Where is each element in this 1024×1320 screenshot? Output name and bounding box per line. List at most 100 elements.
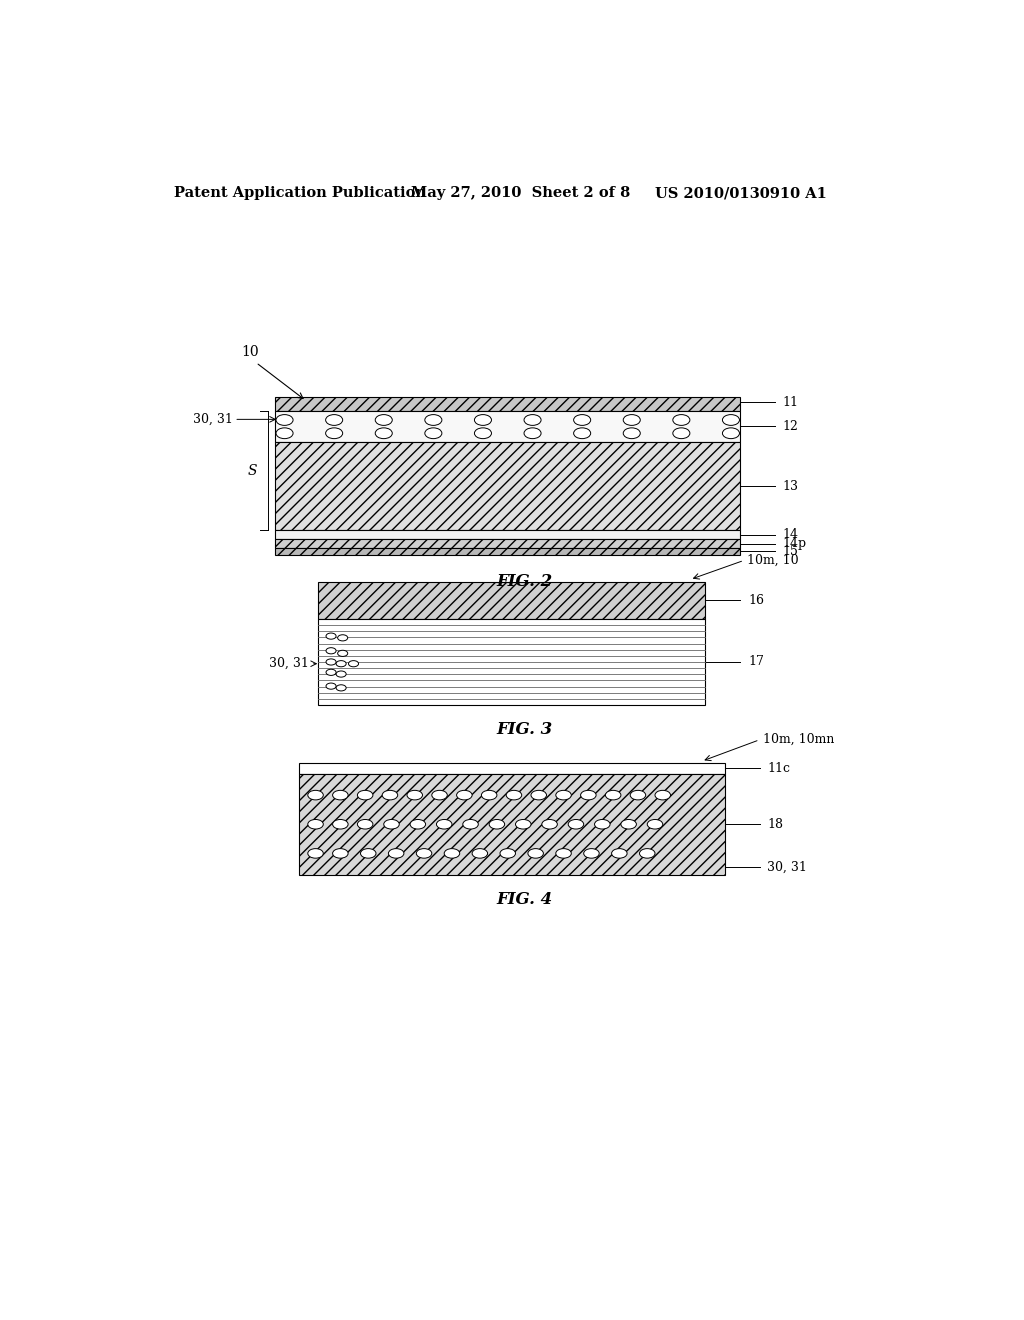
Text: 10m, 10: 10m, 10 bbox=[748, 554, 799, 566]
Ellipse shape bbox=[407, 791, 423, 800]
Ellipse shape bbox=[425, 428, 442, 438]
Ellipse shape bbox=[326, 648, 336, 653]
Ellipse shape bbox=[647, 820, 663, 829]
Ellipse shape bbox=[308, 849, 324, 858]
Ellipse shape bbox=[326, 414, 343, 425]
Ellipse shape bbox=[655, 791, 671, 800]
Ellipse shape bbox=[333, 791, 348, 800]
Ellipse shape bbox=[630, 791, 646, 800]
Ellipse shape bbox=[528, 849, 544, 858]
Ellipse shape bbox=[584, 849, 599, 858]
Text: FIG. 4: FIG. 4 bbox=[497, 891, 553, 908]
Ellipse shape bbox=[338, 635, 348, 642]
Ellipse shape bbox=[573, 428, 591, 438]
Text: 14: 14 bbox=[783, 528, 799, 541]
Ellipse shape bbox=[556, 791, 571, 800]
Text: 10m, 10mn: 10m, 10mn bbox=[763, 733, 835, 746]
Ellipse shape bbox=[326, 682, 336, 689]
Ellipse shape bbox=[432, 791, 447, 800]
Ellipse shape bbox=[417, 849, 432, 858]
Bar bbox=[299, 763, 725, 774]
Bar bbox=[275, 539, 740, 548]
Ellipse shape bbox=[336, 671, 346, 677]
Bar bbox=[299, 774, 725, 875]
Bar bbox=[275, 548, 740, 554]
Ellipse shape bbox=[436, 820, 452, 829]
Text: 10: 10 bbox=[241, 345, 258, 359]
Ellipse shape bbox=[581, 791, 596, 800]
Text: US 2010/0130910 A1: US 2010/0130910 A1 bbox=[655, 186, 826, 201]
Text: 16: 16 bbox=[748, 594, 764, 607]
Ellipse shape bbox=[384, 820, 399, 829]
Ellipse shape bbox=[326, 634, 336, 639]
Ellipse shape bbox=[722, 428, 739, 438]
Ellipse shape bbox=[640, 849, 655, 858]
Ellipse shape bbox=[336, 685, 346, 690]
Ellipse shape bbox=[308, 820, 324, 829]
Ellipse shape bbox=[531, 791, 547, 800]
Text: 18: 18 bbox=[767, 818, 783, 830]
Ellipse shape bbox=[542, 820, 557, 829]
Bar bbox=[275, 397, 740, 411]
Text: 17: 17 bbox=[748, 656, 764, 668]
Ellipse shape bbox=[338, 651, 348, 656]
Bar bbox=[275, 442, 740, 531]
Bar bbox=[317, 582, 706, 619]
Ellipse shape bbox=[276, 414, 293, 425]
Ellipse shape bbox=[357, 820, 373, 829]
Ellipse shape bbox=[333, 820, 348, 829]
Text: 13: 13 bbox=[783, 479, 799, 492]
Ellipse shape bbox=[673, 428, 690, 438]
Ellipse shape bbox=[595, 820, 610, 829]
Ellipse shape bbox=[336, 660, 346, 667]
Text: 30, 31: 30, 31 bbox=[193, 413, 232, 426]
Ellipse shape bbox=[481, 791, 497, 800]
Ellipse shape bbox=[382, 791, 397, 800]
Ellipse shape bbox=[611, 849, 627, 858]
Text: 11: 11 bbox=[783, 396, 799, 409]
Ellipse shape bbox=[444, 849, 460, 858]
Ellipse shape bbox=[605, 791, 621, 800]
Ellipse shape bbox=[388, 849, 403, 858]
Ellipse shape bbox=[673, 414, 690, 425]
Ellipse shape bbox=[474, 428, 492, 438]
Ellipse shape bbox=[326, 659, 336, 665]
Text: Patent Application Publication: Patent Application Publication bbox=[174, 186, 427, 201]
Ellipse shape bbox=[276, 428, 293, 438]
Bar bbox=[275, 411, 740, 442]
Ellipse shape bbox=[722, 414, 739, 425]
Ellipse shape bbox=[375, 414, 392, 425]
Ellipse shape bbox=[348, 660, 358, 667]
Ellipse shape bbox=[472, 849, 487, 858]
Ellipse shape bbox=[326, 669, 336, 676]
Ellipse shape bbox=[500, 849, 515, 858]
Ellipse shape bbox=[326, 428, 343, 438]
Ellipse shape bbox=[463, 820, 478, 829]
Ellipse shape bbox=[568, 820, 584, 829]
Ellipse shape bbox=[375, 428, 392, 438]
Ellipse shape bbox=[410, 820, 426, 829]
Ellipse shape bbox=[524, 414, 541, 425]
Ellipse shape bbox=[333, 849, 348, 858]
Ellipse shape bbox=[474, 414, 492, 425]
Text: FIG. 2: FIG. 2 bbox=[497, 573, 553, 590]
Ellipse shape bbox=[457, 791, 472, 800]
Ellipse shape bbox=[425, 414, 442, 425]
Ellipse shape bbox=[624, 428, 640, 438]
Ellipse shape bbox=[573, 414, 591, 425]
Text: 11c: 11c bbox=[767, 762, 791, 775]
Ellipse shape bbox=[515, 820, 531, 829]
Ellipse shape bbox=[506, 791, 521, 800]
Bar bbox=[317, 619, 706, 705]
Text: FIG. 3: FIG. 3 bbox=[497, 721, 553, 738]
Ellipse shape bbox=[308, 791, 324, 800]
Ellipse shape bbox=[489, 820, 505, 829]
Bar bbox=[275, 531, 740, 539]
Text: 12: 12 bbox=[783, 420, 799, 433]
Text: 15: 15 bbox=[783, 545, 799, 558]
Ellipse shape bbox=[624, 414, 640, 425]
Ellipse shape bbox=[357, 791, 373, 800]
Text: 14p: 14p bbox=[783, 537, 807, 550]
Text: S: S bbox=[247, 463, 257, 478]
Ellipse shape bbox=[556, 849, 571, 858]
